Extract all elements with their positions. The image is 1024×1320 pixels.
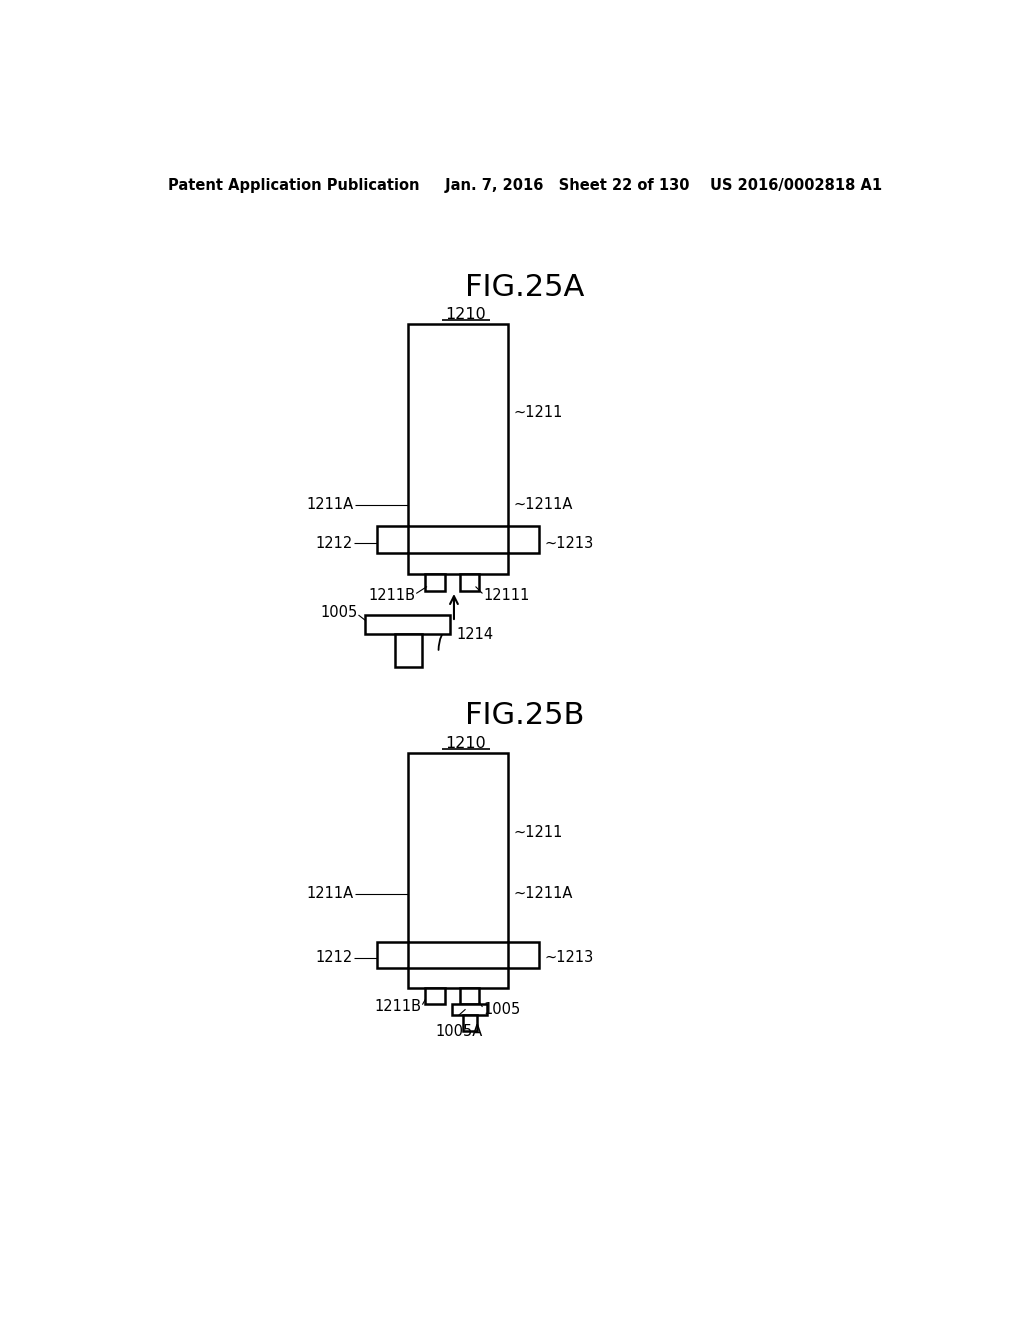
Text: 12111: 12111 [483, 589, 529, 603]
Text: 1211A: 1211A [307, 886, 354, 902]
Text: 1211B: 1211B [369, 589, 416, 603]
Text: FIG.25A: FIG.25A [465, 273, 585, 302]
Bar [453, 1003, 487, 1015]
Bar [408, 752, 508, 942]
Text: 1211B: 1211B [375, 999, 422, 1015]
Text: 1210: 1210 [445, 737, 485, 751]
Text: 1210: 1210 [445, 308, 485, 322]
Bar [366, 615, 451, 635]
Bar [408, 323, 508, 525]
Bar [425, 989, 444, 1003]
Text: ~1213: ~1213 [544, 950, 593, 965]
Bar [460, 989, 479, 1003]
Bar [460, 574, 479, 591]
Text: FIG.25B: FIG.25B [465, 701, 585, 730]
Text: Patent Application Publication     Jan. 7, 2016   Sheet 22 of 130    US 2016/000: Patent Application Publication Jan. 7, 2… [168, 178, 882, 193]
Bar [508, 525, 539, 553]
Bar [408, 969, 508, 989]
Text: ~1211A: ~1211A [513, 498, 572, 512]
FancyArrowPatch shape [438, 626, 449, 649]
Bar [425, 574, 444, 591]
Bar [408, 553, 508, 574]
Bar [508, 942, 539, 969]
Text: ~1213: ~1213 [544, 536, 593, 550]
Text: ~1211A: ~1211A [513, 886, 572, 902]
Bar [377, 525, 408, 553]
Text: 1212: 1212 [315, 536, 352, 550]
Bar [394, 635, 422, 667]
Bar [377, 942, 408, 969]
Text: 1214: 1214 [457, 627, 494, 642]
Text: ~1211: ~1211 [513, 825, 562, 840]
Text: 1005: 1005 [483, 1002, 520, 1016]
Text: 1005: 1005 [321, 605, 357, 620]
Text: 1211A: 1211A [307, 498, 354, 512]
Text: 1005A: 1005A [435, 1024, 482, 1039]
Bar [463, 1015, 477, 1031]
Text: 1212: 1212 [315, 950, 352, 965]
Text: ~1211: ~1211 [513, 405, 562, 420]
